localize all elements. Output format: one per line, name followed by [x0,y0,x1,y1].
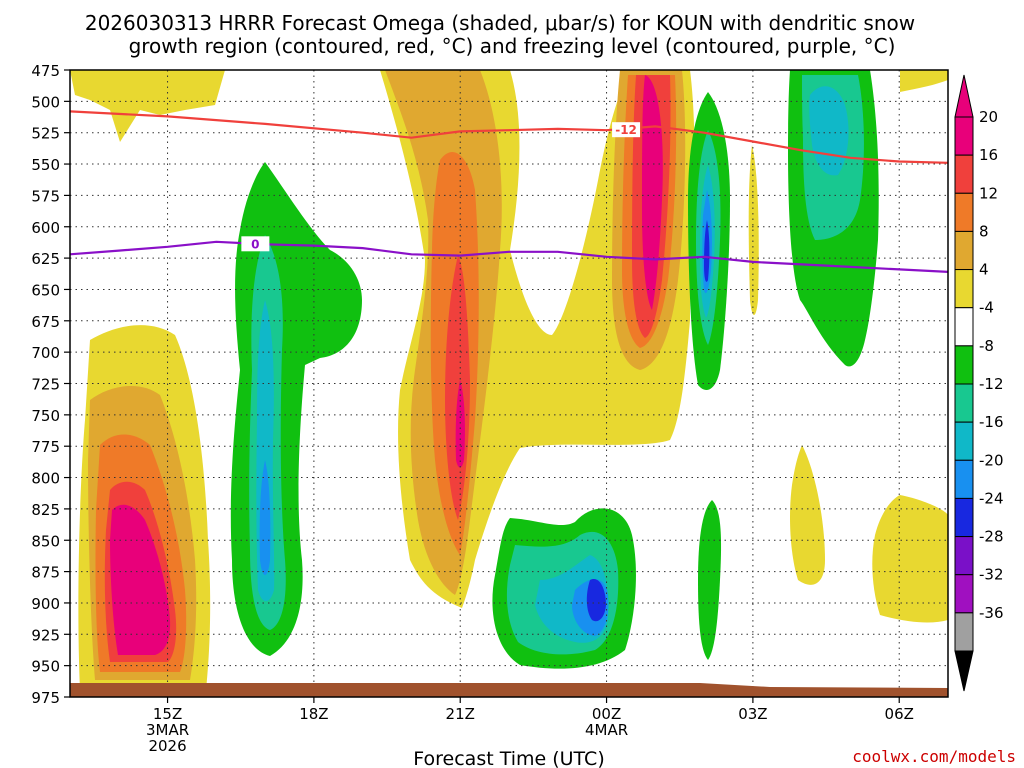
omega-area-yellow-low-right [872,495,948,623]
colorbar-label-9: -20 [979,451,1004,469]
colorbar-swatch-12 [954,574,974,614]
colorbar-swatch-3 [954,230,974,271]
colorbar: 20 16 12 8 4 -4 -8 -12 -16 -20 -24 -28 -32 -36 [954,74,1004,692]
colorbar-label-7: -12 [979,375,1004,393]
colorbar-label-10: -24 [979,489,1004,507]
colorbar-label-6: -8 [979,337,994,355]
omega-area-low-neg20 [586,579,606,622]
colorbar-label-1: 16 [979,146,998,164]
chart-title-line-2: growth region (contoured, red, °C) and f… [129,34,896,58]
y-tick-label-575: 575 [31,187,60,205]
colorbar-swatch-10 [954,497,974,538]
y-tick-label-850: 850 [31,532,60,550]
colorbar-swatch-2 [954,192,974,232]
colorbar-cap-top [954,74,974,118]
colorbar-label-5: -4 [979,299,994,317]
colorbar-label-12: -32 [979,566,1004,584]
colorbar-swatch-6 [954,345,974,385]
omega-area-yellow-mid-right [790,445,825,585]
credit-text: coolwx.com/models [852,747,1016,766]
grid [70,69,948,698]
terrain-strip [70,683,948,697]
contour-line-0 [69,110,949,164]
colorbar-label-13: -36 [979,604,1004,622]
contour-label-bg-1 [241,236,270,252]
omega-area-col2-neg20 [704,220,710,282]
y-tick-label-950: 950 [31,658,60,676]
colorbar-label-4: 4 [979,261,989,279]
colorbar-swatch-1 [954,154,974,194]
y-tick-label-775: 775 [31,438,60,456]
y-tick-label-700: 700 [31,344,60,362]
x-tick-label-15-0: 15Z [153,705,182,723]
colorbar-swatch-11 [954,536,974,576]
x-tick-label-18-0: 18Z [299,705,328,723]
y-tick-label-675: 675 [31,313,60,331]
x-tick-label-24-0: 00Z [592,705,621,723]
colorbar-label-3: 8 [979,222,989,240]
y-tick-label-925: 925 [31,626,60,644]
y-tick-label-650: 650 [31,281,60,299]
chart-title-line-1: 2026030313 HRRR Forecast Omega (shaded, … [85,11,915,35]
y-tick-label-825: 825 [31,501,60,519]
y-tick-label-500: 500 [31,93,60,111]
colorbar-label-11: -28 [979,528,1004,546]
y-tick-label-525: 525 [31,125,60,143]
omega-area-col1-neg16 [259,460,271,575]
omega-shading [70,70,948,690]
x-axis-label: Forecast Time (UTC) [413,748,604,768]
y-tick-label-875: 875 [31,564,60,582]
y-axis: 475 500 525 550 575 600 625 650 675 700 725 750 775 8… [31,62,70,707]
x-tick-label-27-0: 03Z [738,705,767,723]
x-tick-label-21-0: 21Z [446,705,475,723]
omega-area-center-20 [455,380,465,468]
contour-label-0: -12 [615,123,637,137]
y-tick-label-725: 725 [31,376,60,394]
y-tick-label-475: 475 [31,62,60,80]
x-tick-label-24-1: 4MAR [585,721,628,739]
colorbar-swatch-0 [954,116,974,156]
colorbar-swatch-4 [954,269,974,309]
omega-area-yellow-sliver [748,145,759,315]
contour-label-bg-0 [612,122,641,138]
colorbar-label-8: -16 [979,413,1004,431]
y-tick-label-900: 900 [31,595,60,613]
colorbar-swatch-7 [954,383,974,423]
y-tick-label-975: 975 [31,689,60,707]
colorbar-swatch-5 [954,307,974,347]
colorbar-swatch-9 [954,459,974,499]
colorbar-cap-bottom [954,650,974,692]
omega-area-yellow-top-right [900,70,948,92]
x-tick-label-15-1: 3MAR [146,721,189,739]
colorbar-label-2: 12 [979,184,998,202]
colorbar-swatch-8 [954,421,974,461]
colorbar-swatch-13 [954,612,974,652]
y-tick-label-750: 750 [31,407,60,425]
omega-area-right-20 [642,75,663,310]
omega-area-col1-neg4 [230,162,362,656]
omega-area-bl-20 [110,504,171,655]
contour-layer: -12 0 [69,110,949,273]
y-tick-label-550: 550 [31,156,60,174]
y-tick-label-600: 600 [31,219,60,237]
x-tick-label-30-0: 06Z [885,705,914,723]
contour-line-1 [69,240,949,273]
omega-area-top-left [70,70,225,142]
x-tick-label-15-2: 2026 [148,737,186,755]
omega-area-small-green [698,500,722,660]
colorbar-label-0: 20 [979,108,998,126]
y-tick-label-800: 800 [31,470,60,488]
contour-label-1: 0 [251,237,259,251]
y-tick-label-625: 625 [31,250,60,268]
